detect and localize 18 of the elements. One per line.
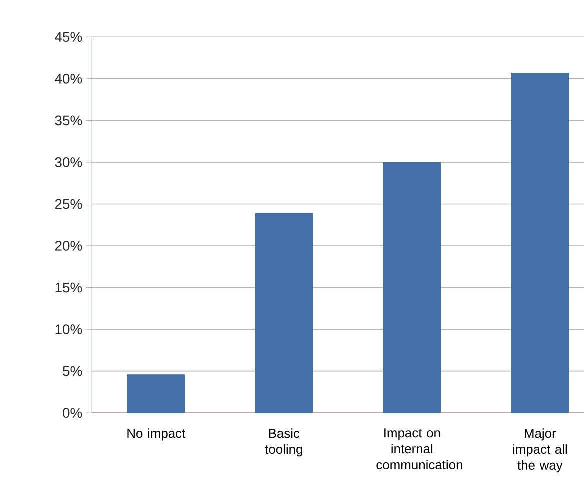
bar bbox=[255, 213, 314, 414]
y-tick-label: 15% bbox=[56, 282, 82, 293]
y-tick-label: 25% bbox=[55, 199, 82, 210]
x-tick-label: Major impact all the way bbox=[513, 428, 567, 473]
y-tick-label: 30% bbox=[55, 158, 82, 168]
y-tick-label: 10% bbox=[56, 324, 82, 334]
bar bbox=[383, 162, 442, 414]
y-tick-label: 20% bbox=[55, 241, 82, 251]
y-tick-label: 0% bbox=[63, 408, 82, 418]
y-tick-label: 40% bbox=[55, 74, 82, 84]
y-tick-label: 35% bbox=[55, 116, 82, 126]
y-tick-label: 45% bbox=[55, 32, 82, 42]
x-tick-label: Basic tooling bbox=[265, 428, 302, 457]
x-tick-label: No impact bbox=[128, 428, 186, 441]
bar bbox=[511, 73, 570, 414]
bar bbox=[127, 374, 186, 414]
y-tick-label: 5% bbox=[63, 366, 82, 376]
x-tick-label: Impact on internal communication bbox=[376, 428, 462, 470]
